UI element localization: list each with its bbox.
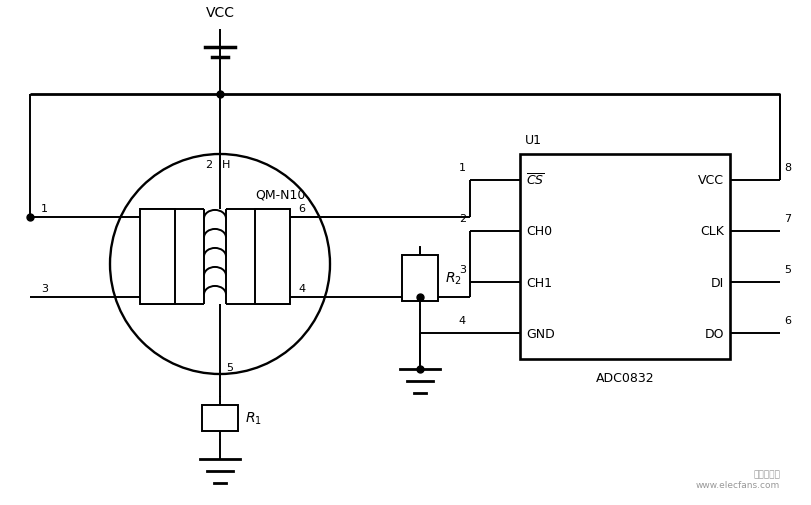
Text: DI: DI [710, 276, 723, 289]
Bar [519, 155, 729, 359]
Text: VCC: VCC [205, 6, 234, 20]
Text: 1: 1 [41, 204, 48, 214]
Text: CH0: CH0 [526, 225, 551, 238]
Text: A: A [153, 224, 161, 233]
Text: CH1: CH1 [526, 276, 551, 289]
Text: U1: U1 [525, 134, 541, 147]
Text: CLK: CLK [699, 225, 723, 238]
Text: 2: 2 [204, 160, 212, 170]
Text: VCC: VCC [697, 174, 723, 187]
Text: $R_1$: $R_1$ [245, 410, 262, 426]
Bar [139, 210, 175, 305]
Text: 4: 4 [458, 316, 466, 326]
Text: 4: 4 [298, 283, 305, 293]
Text: 电子发烧友
www.elecfans.com: 电子发烧友 www.elecfans.com [695, 470, 779, 489]
Bar [255, 210, 290, 305]
Text: GND: GND [526, 327, 554, 340]
Text: 5: 5 [225, 362, 233, 372]
Text: 5: 5 [783, 265, 790, 275]
Bar [202, 405, 238, 431]
Text: 2: 2 [458, 214, 466, 223]
Text: $R_2$: $R_2$ [444, 270, 461, 287]
Text: 6: 6 [298, 204, 305, 214]
Text: 8: 8 [783, 162, 790, 172]
Text: 3: 3 [41, 283, 48, 293]
Text: 3: 3 [458, 265, 466, 275]
Text: $\overline{CS}$: $\overline{CS}$ [526, 173, 544, 188]
Text: B: B [268, 224, 276, 233]
Text: 6: 6 [783, 316, 790, 326]
Text: DO: DO [704, 327, 723, 340]
Bar [401, 256, 437, 301]
Text: ADC0832: ADC0832 [595, 371, 654, 384]
Text: 7: 7 [783, 214, 790, 223]
Text: 1: 1 [458, 162, 466, 172]
Text: QM-N10: QM-N10 [255, 188, 305, 201]
Text: H: H [221, 160, 230, 170]
